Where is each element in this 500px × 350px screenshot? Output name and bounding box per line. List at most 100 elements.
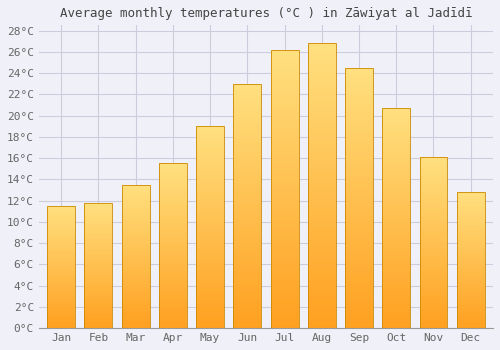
Bar — [159, 300, 187, 302]
Bar — [122, 261, 150, 262]
Bar — [382, 315, 410, 317]
Bar — [420, 159, 448, 161]
Bar — [84, 240, 112, 241]
Bar — [84, 313, 112, 314]
Bar — [457, 307, 484, 308]
Bar — [196, 128, 224, 130]
Bar — [345, 245, 373, 247]
Bar — [196, 320, 224, 322]
Bar — [122, 246, 150, 248]
Bar — [159, 219, 187, 221]
Bar — [234, 265, 262, 267]
Bar — [457, 192, 484, 328]
Bar — [420, 301, 448, 302]
Bar — [234, 301, 262, 304]
Bar — [457, 298, 484, 300]
Bar — [457, 211, 484, 212]
Bar — [308, 257, 336, 260]
Bar — [457, 281, 484, 282]
Bar — [270, 323, 298, 326]
Bar — [270, 139, 298, 142]
Bar — [196, 268, 224, 270]
Bar — [345, 141, 373, 143]
Bar — [159, 261, 187, 262]
Bar — [122, 318, 150, 320]
Bar — [420, 210, 448, 212]
Bar — [270, 219, 298, 222]
Bar — [345, 247, 373, 250]
Bar — [234, 255, 262, 257]
Bar — [308, 217, 336, 220]
Bar — [457, 218, 484, 219]
Bar — [196, 171, 224, 173]
Bar — [84, 292, 112, 293]
Bar — [196, 215, 224, 217]
Bar — [84, 286, 112, 287]
Bar — [47, 225, 75, 227]
Bar — [196, 239, 224, 241]
Bar — [382, 126, 410, 128]
Bar — [84, 327, 112, 328]
Bar — [308, 234, 336, 237]
Bar — [122, 307, 150, 308]
Bar — [47, 228, 75, 229]
Bar — [457, 225, 484, 226]
Bar — [345, 154, 373, 156]
Bar — [457, 222, 484, 223]
Bar — [420, 239, 448, 241]
Bar — [270, 80, 298, 83]
Bar — [308, 43, 336, 328]
Bar — [345, 125, 373, 128]
Bar — [159, 168, 187, 170]
Bar — [196, 253, 224, 256]
Bar — [196, 126, 224, 328]
Bar — [420, 290, 448, 292]
Bar — [345, 164, 373, 167]
Bar — [84, 287, 112, 288]
Bar — [47, 206, 75, 328]
Bar — [457, 316, 484, 317]
Bar — [47, 256, 75, 257]
Bar — [122, 223, 150, 225]
Bar — [457, 244, 484, 245]
Bar — [345, 128, 373, 130]
Bar — [457, 192, 484, 194]
Bar — [308, 194, 336, 197]
Bar — [234, 182, 262, 184]
Bar — [420, 284, 448, 285]
Bar — [382, 258, 410, 260]
Bar — [345, 180, 373, 182]
Bar — [345, 266, 373, 268]
Bar — [420, 191, 448, 193]
Bar — [270, 286, 298, 289]
Bar — [234, 130, 262, 133]
Bar — [345, 224, 373, 227]
Bar — [196, 197, 224, 199]
Bar — [47, 305, 75, 306]
Bar — [84, 253, 112, 254]
Bar — [122, 308, 150, 309]
Bar — [382, 148, 410, 150]
Bar — [122, 219, 150, 220]
Bar — [47, 235, 75, 237]
Bar — [84, 284, 112, 286]
Bar — [345, 313, 373, 315]
Bar — [159, 317, 187, 318]
Bar — [345, 214, 373, 216]
Bar — [159, 271, 187, 272]
Bar — [308, 220, 336, 223]
Bar — [270, 119, 298, 122]
Bar — [196, 140, 224, 142]
Bar — [420, 229, 448, 231]
Bar — [122, 233, 150, 235]
Bar — [308, 140, 336, 143]
Bar — [196, 199, 224, 201]
Bar — [382, 159, 410, 161]
Bar — [382, 247, 410, 249]
Bar — [84, 266, 112, 267]
Bar — [84, 322, 112, 323]
Bar — [382, 298, 410, 300]
Bar — [308, 78, 336, 80]
Bar — [420, 323, 448, 325]
Bar — [122, 284, 150, 285]
